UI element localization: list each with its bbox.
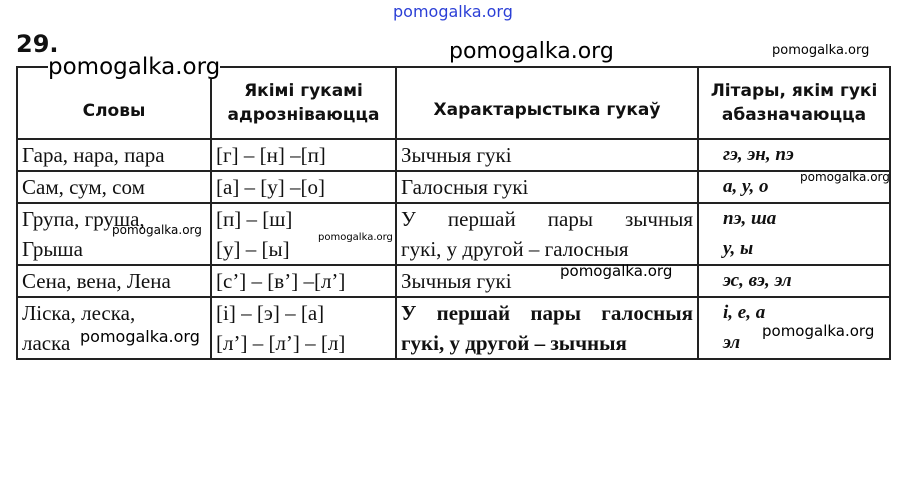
- cell-line: [л’] – [л’] – [л]: [216, 331, 346, 355]
- cell-line: эс, вэ, эл: [723, 270, 792, 291]
- header-letters: Літары, якім гукі абазначаюцца: [697, 66, 891, 140]
- cell-line: Сена, вена, Лена: [22, 269, 171, 293]
- cell-line: [г] – [н] –[п]: [216, 143, 326, 167]
- watermark: pomogalka.org: [393, 2, 513, 21]
- cell-letters: пэ, ша у, ы: [697, 202, 891, 266]
- cell-line: [с’] – [в’] –[л’]: [216, 269, 346, 293]
- cell-line: У першай пары галосныя: [401, 301, 693, 325]
- exercise-number: 29.: [16, 30, 59, 58]
- cell-line: Група, груша,: [22, 207, 145, 231]
- cell-sounds: [п] – [ш] [у] – [ы]: [210, 202, 397, 266]
- cell-sounds: [г] – [н] –[п]: [210, 138, 397, 172]
- cell-words: Гара, нара, пара: [16, 138, 212, 172]
- cell-line: Зычныя гукі: [401, 143, 512, 167]
- cell-line: Зычныя гукі: [401, 269, 512, 293]
- cell-line: [п] – [ш]: [216, 207, 293, 231]
- watermark: pomogalka.org: [112, 223, 202, 237]
- header-row: Словы Якімі гукамі адрознiваюцца Характа…: [16, 66, 891, 140]
- table-row: Група, груша, Грыша [п] – [ш] [у] – [ы] У пе…: [16, 202, 891, 266]
- cell-line: [а] – [у] –[о]: [216, 175, 326, 199]
- cell-line: пэ, ша: [723, 208, 777, 229]
- cell-line: Ліска, леска,: [22, 301, 136, 325]
- header-sounds: Якімі гукамі адрознiваюцца: [210, 66, 397, 140]
- cell-sounds: [с’] – [в’] –[л’]: [210, 264, 397, 298]
- cell-letters: гэ, эн, пэ: [697, 138, 891, 172]
- watermark: pomogalka.org: [772, 43, 870, 58]
- cell-letters: а, у, о: [697, 170, 891, 204]
- table-row: Гара, нара, пара [г] – [н] –[п] Зычныя гук…: [16, 138, 891, 172]
- cell-line: Галосныя гукі: [401, 175, 529, 199]
- cell-letters: эс, вэ, эл: [697, 264, 891, 298]
- watermark: pomogalka.org: [48, 54, 221, 80]
- cell-line: гукі, у другой – галосныя: [401, 237, 629, 261]
- cell-letters: і, е, а эл: [697, 296, 891, 360]
- cell-words: Група, груша, Грыша: [16, 202, 212, 266]
- watermark: pomogalka.org: [80, 327, 200, 346]
- cell-char: У першай пары зычныя гукі, у другой – гал…: [395, 202, 699, 266]
- table-row: Ліска, леска, ласка [і] – [э] – [а] [л’] – …: [16, 296, 891, 360]
- cell-sounds: [а] – [у] –[о]: [210, 170, 397, 204]
- cell-line: і, е, а: [723, 302, 766, 323]
- cell-line: У першай пары зычныя: [401, 207, 693, 231]
- watermark: pomogalka.org: [800, 170, 890, 184]
- cell-words: Сена, вена, Лена: [16, 264, 212, 298]
- watermark: pomogalka.org: [762, 322, 875, 340]
- cell-sounds: [і] – [э] – [а] [л’] – [л’] – [л]: [210, 296, 397, 360]
- cell-char: Зычныя гукі: [395, 264, 699, 298]
- cell-line: Грыша: [22, 237, 83, 261]
- cell-line: а, у, о: [723, 176, 769, 197]
- header-characteristic: Характарыстыка гукаў: [395, 66, 699, 140]
- cell-line: у, ы: [723, 238, 754, 259]
- cell-line: ласка: [22, 331, 71, 355]
- cell-char: Зычныя гукі: [395, 138, 699, 172]
- cell-char: У першай пары галосныя гукі, у другой – з…: [395, 296, 699, 360]
- cell-line: эл: [723, 332, 741, 353]
- cell-words: Ліска, леска, ласка: [16, 296, 212, 360]
- cell-line: гэ, эн, пэ: [723, 144, 794, 165]
- watermark: pomogalka.org: [449, 39, 614, 64]
- sounds-table: Словы Якімі гукамі адрознiваюцца Характа…: [16, 66, 891, 360]
- cell-line: [у] – [ы]: [216, 237, 290, 261]
- cell-line: Гара, нара, пара: [22, 143, 165, 167]
- cell-line: Сам, сум, сом: [22, 175, 145, 199]
- cell-words: Сам, сум, сом: [16, 170, 212, 204]
- table-row: Сам, сум, сом [а] – [у] –[о] Галосныя гукі…: [16, 170, 891, 204]
- watermark: pomogalka.org: [318, 232, 393, 243]
- cell-line: [і] – [э] – [а]: [216, 301, 325, 325]
- cell-char: Галосныя гукі: [395, 170, 699, 204]
- table-row: Сена, вена, Лена [с’] – [в’] –[л’] Зычныя …: [16, 264, 891, 298]
- cell-line: гукі, у другой – зычныя: [401, 331, 627, 355]
- watermark: pomogalka.org: [560, 262, 673, 280]
